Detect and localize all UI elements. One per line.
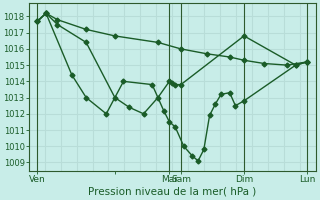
X-axis label: Pression niveau de la mer( hPa ): Pression niveau de la mer( hPa ): [88, 187, 256, 197]
